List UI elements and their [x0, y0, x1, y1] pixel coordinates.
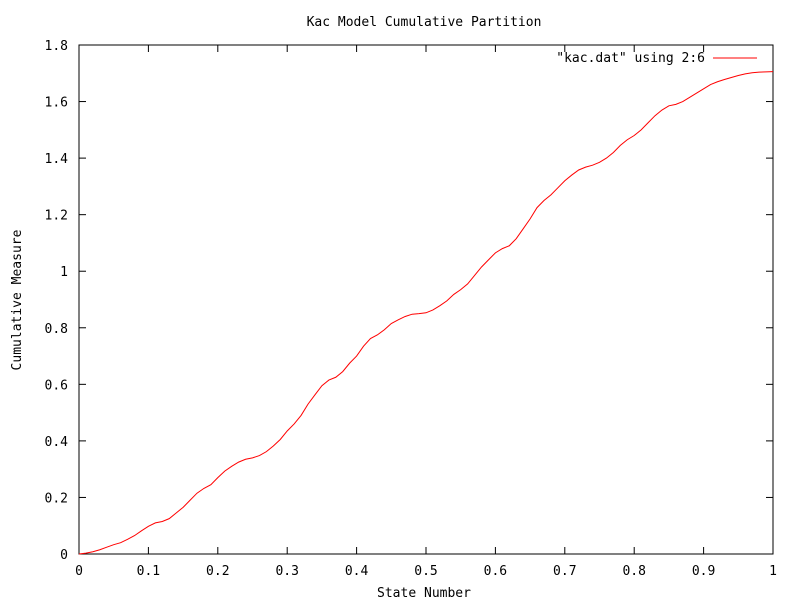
x-tick-label: 1	[769, 564, 777, 579]
y-tick-label: 1.4	[45, 152, 69, 167]
x-tick-label: 0.8	[622, 564, 645, 579]
x-tick-label: 0.3	[275, 564, 298, 579]
x-tick-label: 0.5	[414, 564, 437, 579]
y-tick-label: 1.6	[45, 96, 68, 111]
y-tick-label: 0.4	[45, 435, 69, 450]
x-tick-label: 0	[75, 564, 83, 579]
x-tick-label: 0.6	[484, 564, 507, 579]
y-axis-label: Cumulative Measure	[10, 229, 25, 370]
legend: "kac.dat" using 2:6	[556, 51, 757, 66]
y-tick-label: 0.8	[45, 322, 68, 337]
plot-border	[78, 44, 774, 555]
chart-title: Kac Model Cumulative Partition	[307, 15, 542, 30]
x-axis: 0 0.1 0.2 0.3 0.4 0.5 0.6 0.7 0.8 0.9 1	[75, 45, 777, 579]
y-tick-label: 0	[60, 548, 68, 563]
x-tick-label: 0.1	[137, 564, 160, 579]
y-tick-label: 1.8	[45, 39, 68, 54]
x-tick-label: 0.2	[206, 564, 229, 579]
x-axis-label: State Number	[377, 586, 471, 600]
y-tick-label: 1.2	[45, 209, 68, 224]
x-tick-label: 0.4	[345, 564, 369, 579]
x-tick-label: 0.9	[692, 564, 715, 579]
series-line	[78, 71, 774, 555]
y-axis: 0 0.2 0.4 0.6 0.8 1 1.2 1.4 1.6 1.8	[45, 39, 773, 563]
y-tick-label: 0.2	[45, 491, 68, 506]
x-tick-label: 0.7	[553, 564, 576, 579]
y-tick-label: 0.6	[45, 378, 68, 393]
y-tick-label: 1	[60, 265, 68, 280]
legend-label: "kac.dat" using 2:6	[556, 51, 705, 66]
